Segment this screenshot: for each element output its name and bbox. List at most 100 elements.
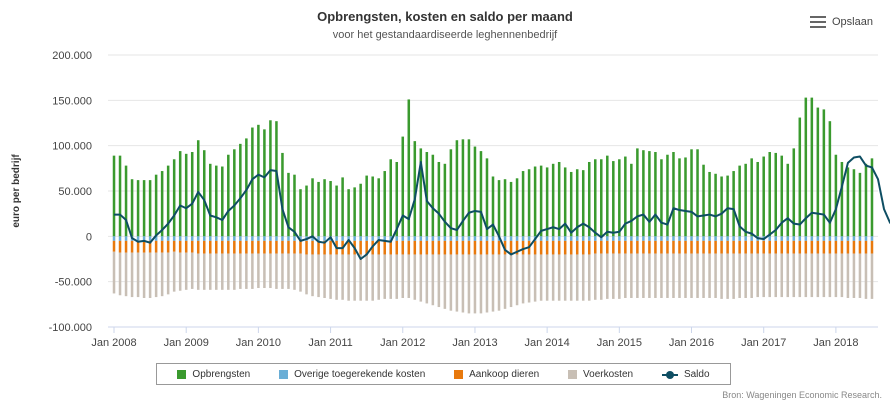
bar-aankoop-dieren bbox=[269, 240, 272, 254]
bar-opbrengsten bbox=[696, 149, 699, 237]
bar-opbrengsten bbox=[491, 176, 495, 237]
bar-overige-kosten bbox=[347, 236, 350, 241]
bar-voerkosten bbox=[257, 253, 260, 289]
legend-swatch-aankoop-dieren bbox=[454, 369, 464, 379]
bar-overige-kosten bbox=[335, 236, 338, 241]
bar-aankoop-dieren bbox=[774, 240, 777, 254]
bar-opbrengsten bbox=[371, 176, 374, 237]
legend-item-overige-kosten[interactable]: Overige toegerekende kosten bbox=[279, 369, 425, 380]
bar-aankoop-dieren bbox=[455, 240, 459, 255]
bar-voerkosten bbox=[154, 252, 158, 298]
bar-voerkosten bbox=[178, 252, 182, 291]
bar-aankoop-dieren bbox=[858, 240, 862, 254]
legend-item-voerkosten[interactable]: Voerkosten bbox=[568, 369, 633, 380]
bar-voerkosten bbox=[413, 254, 417, 300]
bar-opbrengsten bbox=[624, 156, 627, 237]
bar-overige-kosten bbox=[461, 236, 465, 241]
bar-voerkosten bbox=[353, 254, 356, 301]
bar-opbrengsten bbox=[341, 177, 344, 237]
bar-aankoop-dieren bbox=[672, 240, 675, 254]
bar-aankoop-dieren bbox=[780, 240, 784, 254]
bar-opbrengsten bbox=[160, 171, 164, 237]
bar-overige-kosten bbox=[509, 236, 513, 241]
bar-aankoop-dieren bbox=[828, 240, 832, 254]
bar-voerkosten bbox=[708, 253, 711, 298]
x-tick-label: Jan 2012 bbox=[380, 337, 425, 349]
bar-voerkosten bbox=[834, 253, 838, 298]
bar-opbrengsten bbox=[353, 187, 356, 237]
bar-overige-kosten bbox=[437, 236, 441, 241]
bar-aankoop-dieren bbox=[521, 240, 525, 255]
bar-opbrengsten bbox=[407, 99, 411, 237]
export-menu-button[interactable]: Opslaan bbox=[810, 16, 873, 28]
bar-overige-kosten bbox=[227, 236, 230, 241]
bar-opbrengsten bbox=[810, 97, 814, 237]
bar-voerkosten bbox=[581, 254, 585, 301]
bar-aankoop-dieren bbox=[389, 240, 392, 255]
bar-opbrengsten bbox=[563, 167, 567, 237]
bar-overige-kosten bbox=[864, 236, 868, 241]
export-label: Opslaan bbox=[832, 16, 873, 28]
bar-overige-kosten bbox=[581, 236, 585, 241]
bar-opbrengsten bbox=[281, 152, 284, 237]
bar-voerkosten bbox=[660, 253, 663, 298]
bar-overige-kosten bbox=[630, 236, 633, 241]
bar-voerkosten bbox=[443, 254, 447, 309]
bar-overige-kosten bbox=[491, 236, 495, 241]
bar-aankoop-dieren bbox=[190, 240, 194, 253]
x-tick-label: Jan 2008 bbox=[91, 337, 136, 349]
bar-aankoop-dieren bbox=[708, 240, 711, 254]
bar-aankoop-dieren bbox=[545, 240, 549, 255]
bar-opbrengsten bbox=[648, 151, 651, 237]
bar-opbrengsten bbox=[636, 148, 639, 237]
bar-opbrengsten bbox=[702, 164, 705, 237]
bar-aankoop-dieren bbox=[178, 240, 182, 253]
bar-aankoop-dieren bbox=[233, 240, 236, 254]
bar-voerkosten bbox=[840, 253, 844, 298]
bar-aankoop-dieren bbox=[239, 240, 242, 254]
bar-overige-kosten bbox=[551, 236, 555, 241]
bar-voerkosten bbox=[431, 254, 435, 306]
x-tick-label: Jan 2016 bbox=[669, 337, 714, 349]
bar-overige-kosten bbox=[594, 236, 597, 241]
bar-voerkosten bbox=[323, 254, 326, 298]
bar-overige-kosten bbox=[275, 236, 278, 241]
bar-aankoop-dieren bbox=[557, 240, 561, 255]
bar-opbrengsten bbox=[720, 176, 723, 237]
bar-voerkosten bbox=[293, 253, 296, 290]
bar-overige-kosten bbox=[148, 236, 152, 241]
bar-opbrengsten bbox=[347, 189, 350, 237]
bar-voerkosten bbox=[419, 254, 423, 302]
bar-voerkosten bbox=[371, 254, 374, 301]
legend-item-opbrengsten[interactable]: Opbrengsten bbox=[177, 369, 250, 380]
bar-opbrengsten bbox=[383, 171, 386, 237]
bar-aankoop-dieren bbox=[533, 240, 537, 255]
bar-opbrengsten bbox=[515, 178, 519, 237]
bar-opbrengsten bbox=[209, 163, 212, 237]
legend-item-saldo[interactable]: Saldo bbox=[661, 369, 710, 380]
bar-voerkosten bbox=[209, 253, 212, 290]
bar-voerkosten bbox=[618, 253, 621, 299]
bar-opbrengsten bbox=[473, 146, 477, 237]
bar-opbrengsten bbox=[389, 159, 392, 237]
bar-opbrengsten bbox=[178, 151, 182, 237]
bar-opbrengsten bbox=[533, 166, 537, 237]
bar-opbrengsten bbox=[154, 174, 158, 237]
bar-voerkosten bbox=[112, 251, 116, 294]
bar-aankoop-dieren bbox=[311, 240, 314, 255]
bar-voerkosten bbox=[545, 254, 549, 301]
bar-voerkosten bbox=[395, 254, 399, 299]
chart-title: Opbrengsten, kosten en saldo per maand bbox=[317, 9, 573, 24]
bar-aankoop-dieren bbox=[612, 240, 615, 254]
bar-voerkosten bbox=[365, 254, 368, 301]
y-tick-label: 150.000 bbox=[52, 95, 92, 107]
bar-overige-kosten bbox=[708, 236, 711, 241]
bar-overige-kosten bbox=[563, 236, 567, 241]
legend-item-aankoop-dieren[interactable]: Aankoop dieren bbox=[454, 369, 539, 380]
bar-aankoop-dieren bbox=[678, 240, 681, 254]
bar-aankoop-dieren bbox=[702, 240, 705, 254]
bar-opbrengsten bbox=[166, 165, 170, 237]
bar-overige-kosten bbox=[473, 236, 477, 241]
bar-aankoop-dieren bbox=[690, 240, 693, 254]
bar-aankoop-dieren bbox=[569, 240, 573, 255]
